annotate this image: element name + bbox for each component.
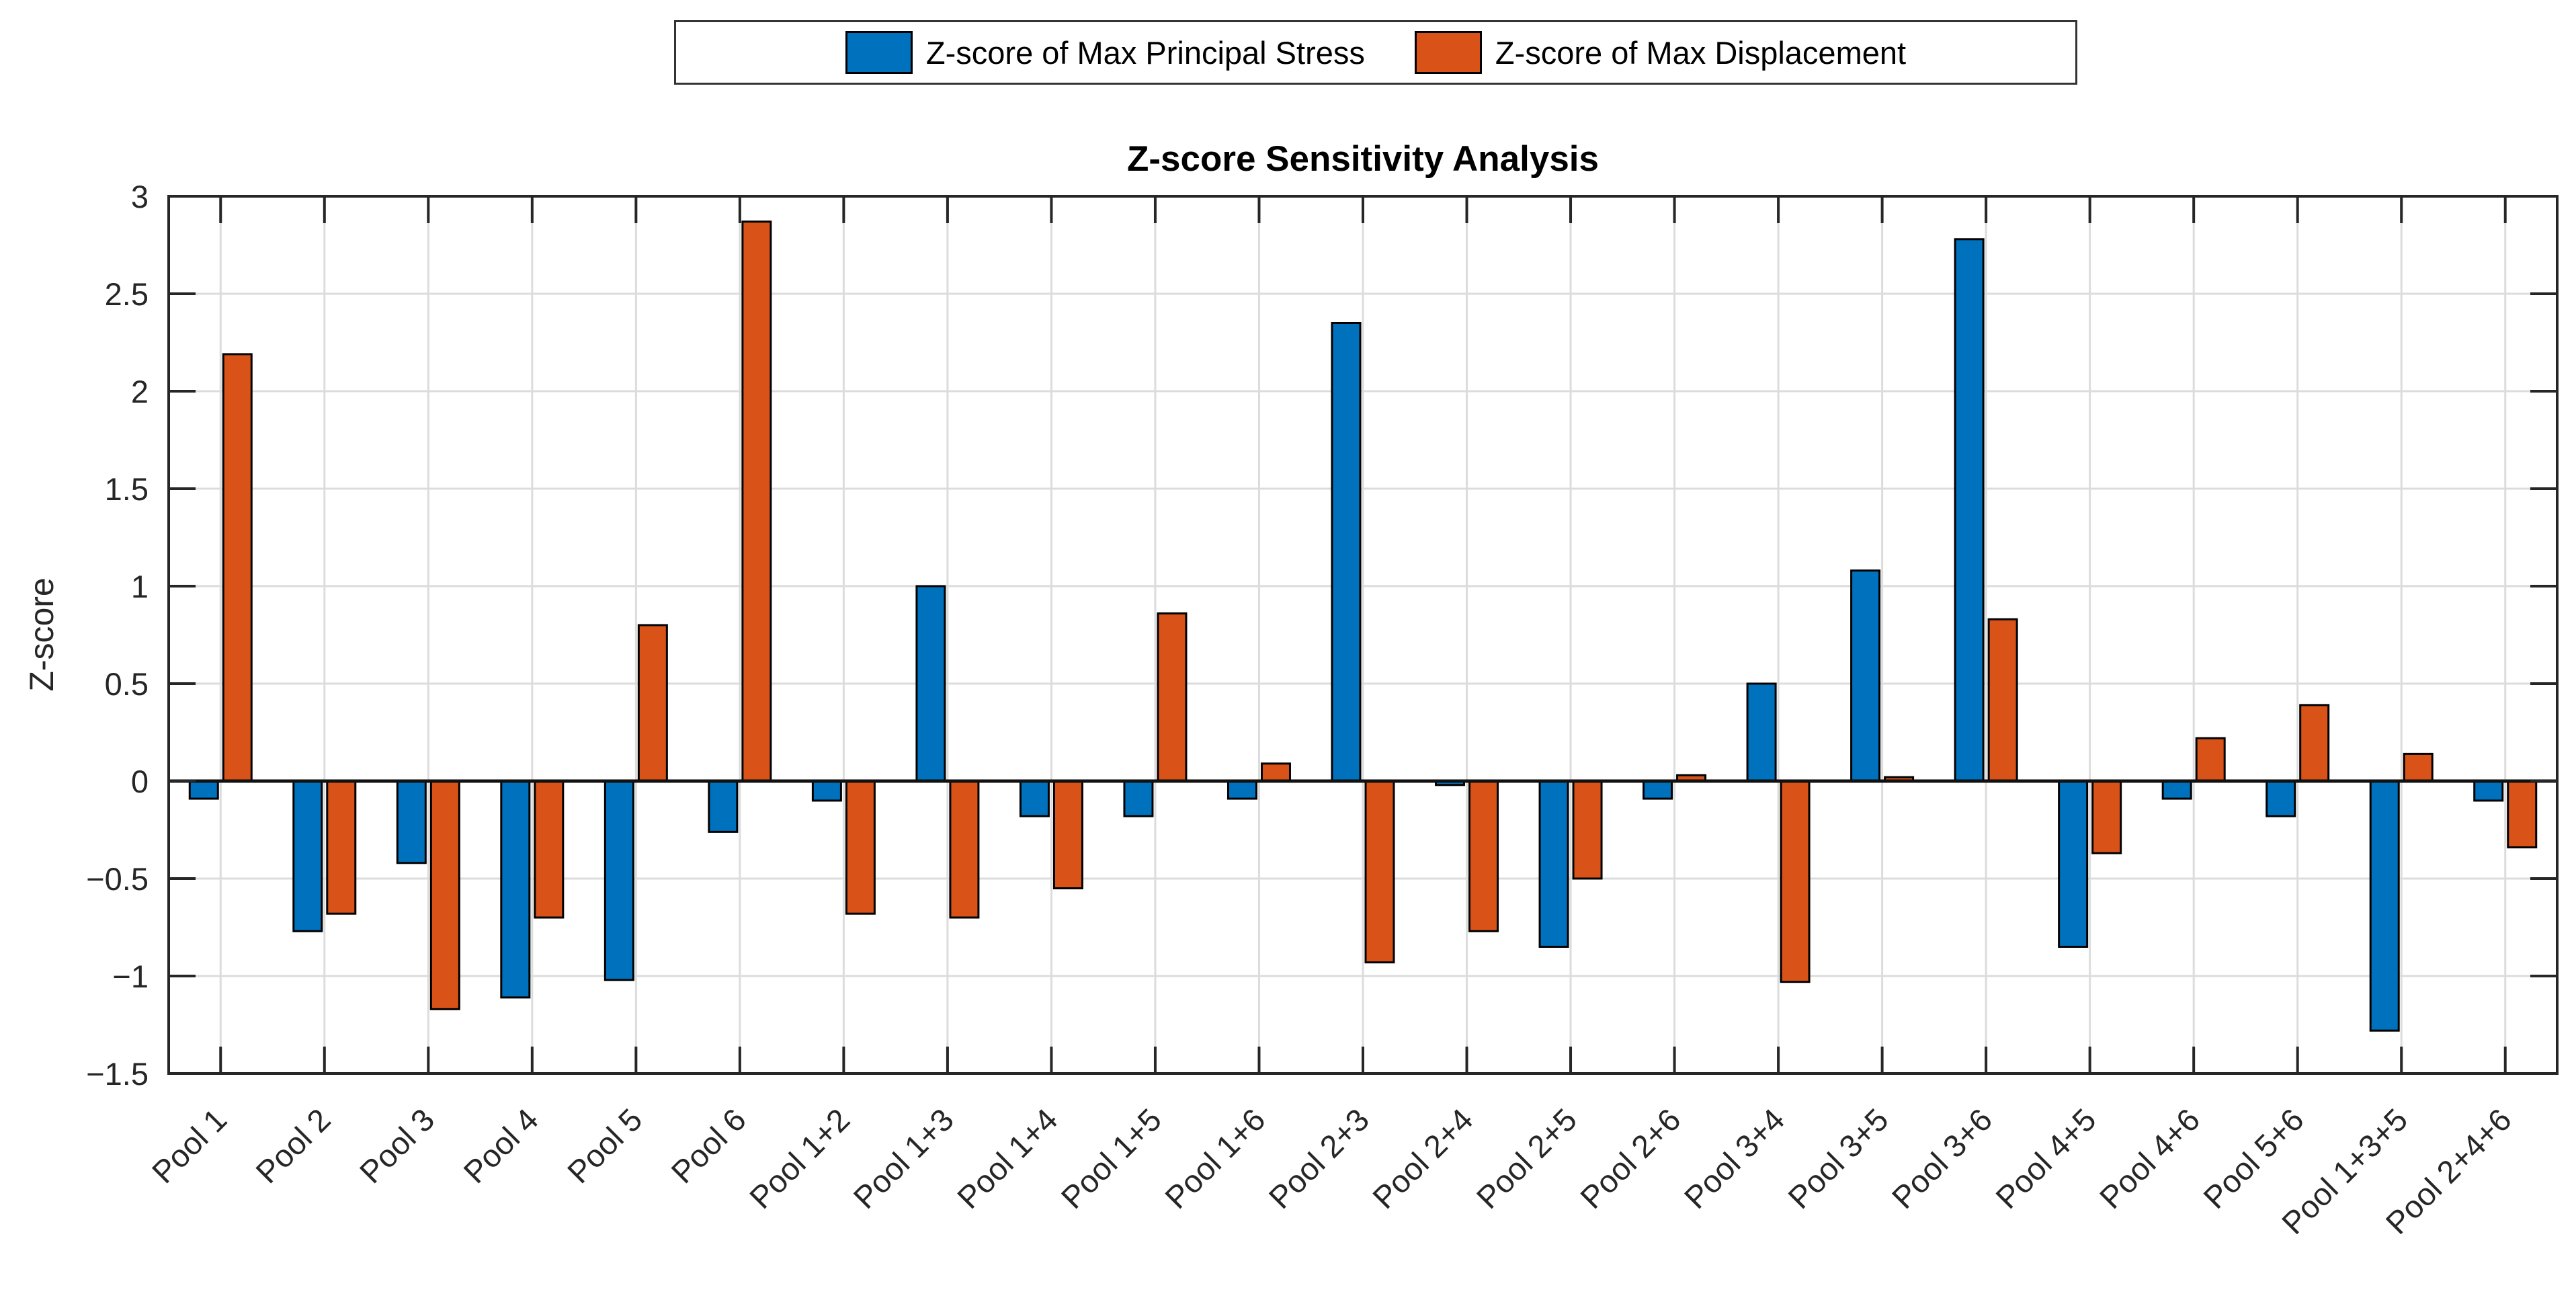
legend-label: Z-score of Max Principal Stress (925, 34, 1365, 71)
svg-text:2.5: 2.5 (105, 276, 149, 312)
svg-text:Pool 5: Pool 5 (560, 1102, 649, 1190)
svg-text:−1: −1 (112, 959, 149, 994)
svg-text:Pool 2+3: Pool 2+3 (1261, 1102, 1376, 1216)
chart-title: Z-score Sensitivity Analysis (1126, 139, 1599, 179)
svg-text:Pool 3+4: Pool 3+4 (1677, 1102, 1792, 1216)
svg-text:Pool 1+6: Pool 1+6 (1158, 1102, 1272, 1216)
svg-text:1: 1 (131, 569, 149, 604)
svg-text:2: 2 (131, 374, 149, 409)
svg-text:0.5: 0.5 (105, 666, 149, 702)
svg-text:Pool 1+2: Pool 1+2 (743, 1102, 857, 1216)
svg-text:Pool 2: Pool 2 (249, 1102, 337, 1190)
svg-text:0: 0 (131, 764, 149, 799)
legend-swatch-icon (1414, 31, 1482, 74)
svg-text:Pool 4: Pool 4 (456, 1102, 545, 1190)
svg-text:−1.5: −1.5 (86, 1056, 149, 1092)
svg-text:Pool 3+5: Pool 3+5 (1781, 1102, 1895, 1216)
svg-text:Pool 4+5: Pool 4+5 (1989, 1102, 2103, 1216)
svg-text:Pool 1: Pool 1 (145, 1102, 234, 1190)
svg-text:−0.5: −0.5 (86, 861, 149, 897)
svg-text:Pool 3: Pool 3 (353, 1102, 442, 1190)
svg-text:Pool 2+5: Pool 2+5 (1470, 1102, 1584, 1216)
svg-text:Pool 1+4: Pool 1+4 (950, 1102, 1065, 1216)
svg-text:Pool 2+6: Pool 2+6 (1573, 1102, 1688, 1216)
legend-item: Z-score of Max Displacement (1414, 31, 1907, 74)
svg-text:Pool 1+5: Pool 1+5 (1054, 1102, 1168, 1216)
legend-item: Z-score of Max Principal Stress (845, 31, 1365, 74)
svg-text:Pool 6: Pool 6 (664, 1102, 753, 1190)
svg-text:Pool 3+6: Pool 3+6 (1885, 1102, 1999, 1216)
legend-label: Z-score of Max Displacement (1495, 34, 1907, 71)
svg-text:Pool 1+3: Pool 1+3 (846, 1102, 960, 1216)
svg-text:3: 3 (131, 179, 149, 214)
legend: Z-score of Max Principal Stress Z-score o… (674, 20, 2077, 85)
svg-text:Pool 4+6: Pool 4+6 (2093, 1102, 2207, 1216)
svg-text:Pool 2+4: Pool 2+4 (1366, 1102, 1480, 1216)
legend-swatch-icon (845, 31, 913, 74)
svg-text:1.5: 1.5 (105, 471, 149, 507)
